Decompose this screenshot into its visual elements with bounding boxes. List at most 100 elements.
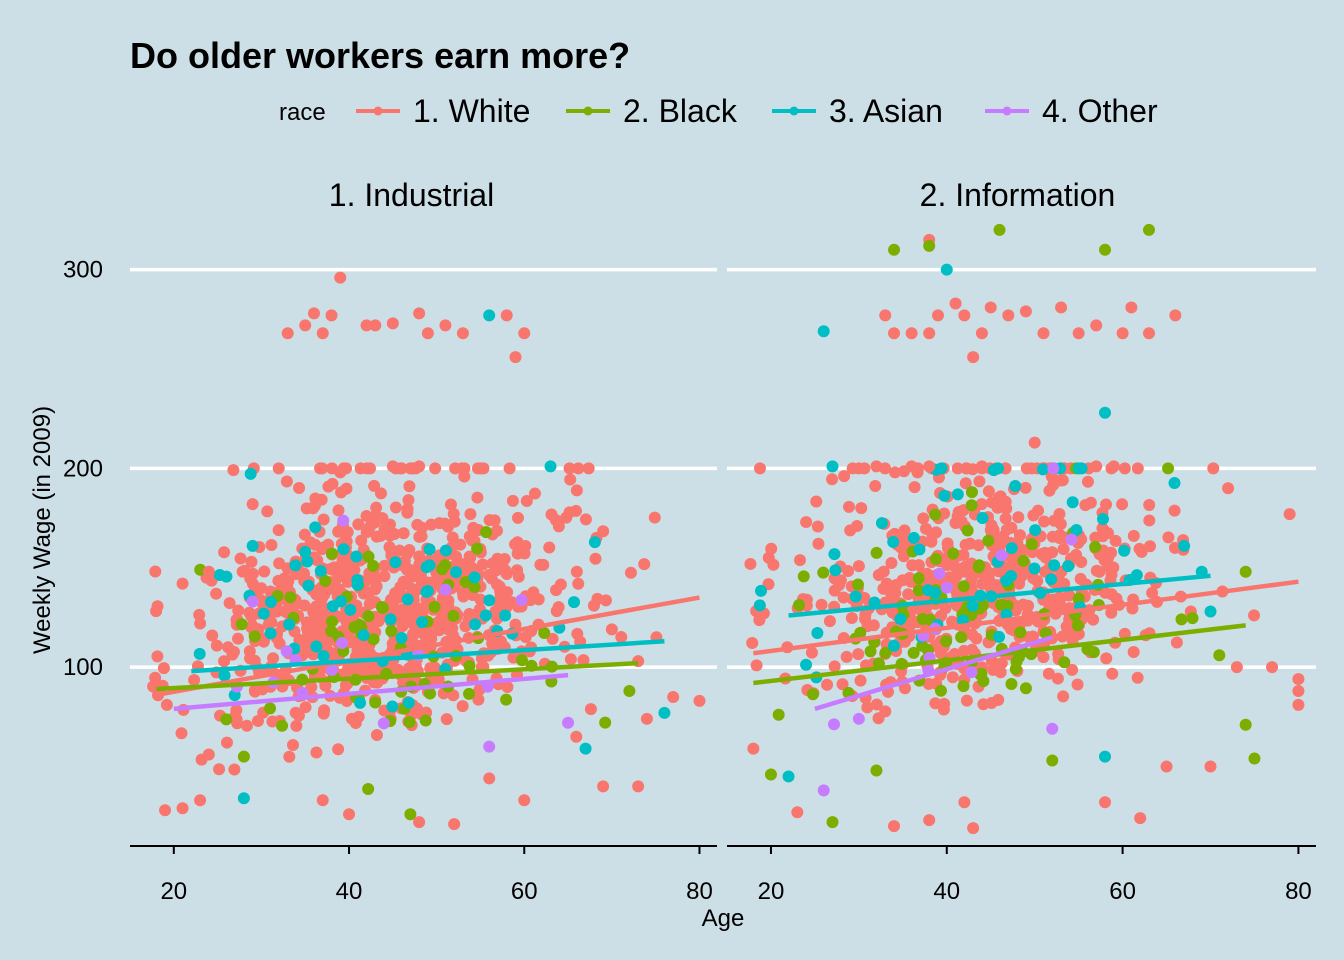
data-point [424,687,437,700]
data-point [369,696,382,709]
data-point [319,574,332,587]
data-point [218,669,231,682]
data-point [385,544,398,557]
data-point [905,460,918,473]
data-point [817,566,830,579]
legend-label: 1. White [413,93,530,129]
data-point [1056,630,1069,643]
data-point [982,534,995,547]
data-point [1127,646,1140,659]
data-point [563,462,576,475]
data-point [897,550,910,563]
data-point [599,716,612,729]
data-point [854,674,867,687]
data-point [567,596,580,609]
data-point [966,643,979,656]
data-point [406,607,419,620]
data-point [429,462,442,475]
data-point [999,512,1012,525]
data-point [235,618,248,631]
data-point [1075,533,1088,546]
legend-key-point [583,106,593,116]
data-point [447,689,460,702]
data-point [447,609,460,622]
data-point [1283,508,1296,521]
data-point [879,705,892,718]
data-point [1178,539,1191,552]
data-point [959,477,972,490]
data-point [1037,651,1050,664]
data-point [386,460,399,473]
data-point [298,599,311,612]
data-point [888,327,901,340]
data-point [1070,548,1083,561]
legend-entry: 4. Other [985,93,1158,129]
data-point [300,502,313,515]
data-point [326,477,339,490]
data-point [1142,327,1155,340]
data-point [1162,531,1175,544]
data-point [615,631,628,644]
data-point [151,600,164,613]
data-point [1019,305,1032,318]
data-point [995,549,1008,562]
data-point [403,716,416,729]
data-point [693,694,706,707]
data-point [1029,524,1042,537]
data-point [940,581,953,594]
data-point [546,632,559,645]
data-point [157,662,170,675]
data-point [1116,498,1129,511]
data-point [597,780,610,793]
data-point [360,510,373,523]
data-point [852,712,865,725]
data-point [753,599,766,612]
data-point [246,595,259,608]
data-point [1248,752,1261,765]
data-point [1037,327,1050,340]
y-axis-label: Weekly Wage (in 2009) [29,406,56,654]
data-point [230,704,243,717]
data-point [885,557,898,570]
data-point [812,537,825,550]
data-point [475,652,488,665]
data-point [907,646,920,659]
data-point [440,713,453,726]
data-point [325,615,338,628]
data-point [1118,627,1131,640]
data-point [194,617,207,630]
data-point [304,536,317,549]
data-point [1099,750,1112,763]
data-point [1057,543,1070,556]
data-point [483,309,496,322]
data-point [223,597,236,610]
data-point [582,462,595,475]
data-point [420,631,433,644]
data-point [246,498,259,511]
data-point [1000,523,1013,536]
data-point [1084,496,1097,509]
data-point [428,600,441,613]
data-point [1022,599,1035,612]
data-point [403,544,416,557]
data-point [554,578,567,591]
data-point [805,646,818,659]
data-point [397,527,410,540]
data-point [800,516,813,529]
data-point [966,599,979,612]
data-point [800,658,813,671]
data-point [389,556,402,569]
data-point [280,475,293,488]
panel-strip-label: 1. Industrial [329,177,494,213]
data-point [515,594,528,607]
data-point [817,325,830,338]
data-point [160,698,173,711]
data-point [342,661,355,674]
data-point [1058,577,1071,590]
data-point [258,565,271,578]
data-point [468,571,481,584]
trend-line [173,672,569,712]
data-point [923,327,936,340]
data-point [941,537,954,550]
data-point [360,526,373,539]
